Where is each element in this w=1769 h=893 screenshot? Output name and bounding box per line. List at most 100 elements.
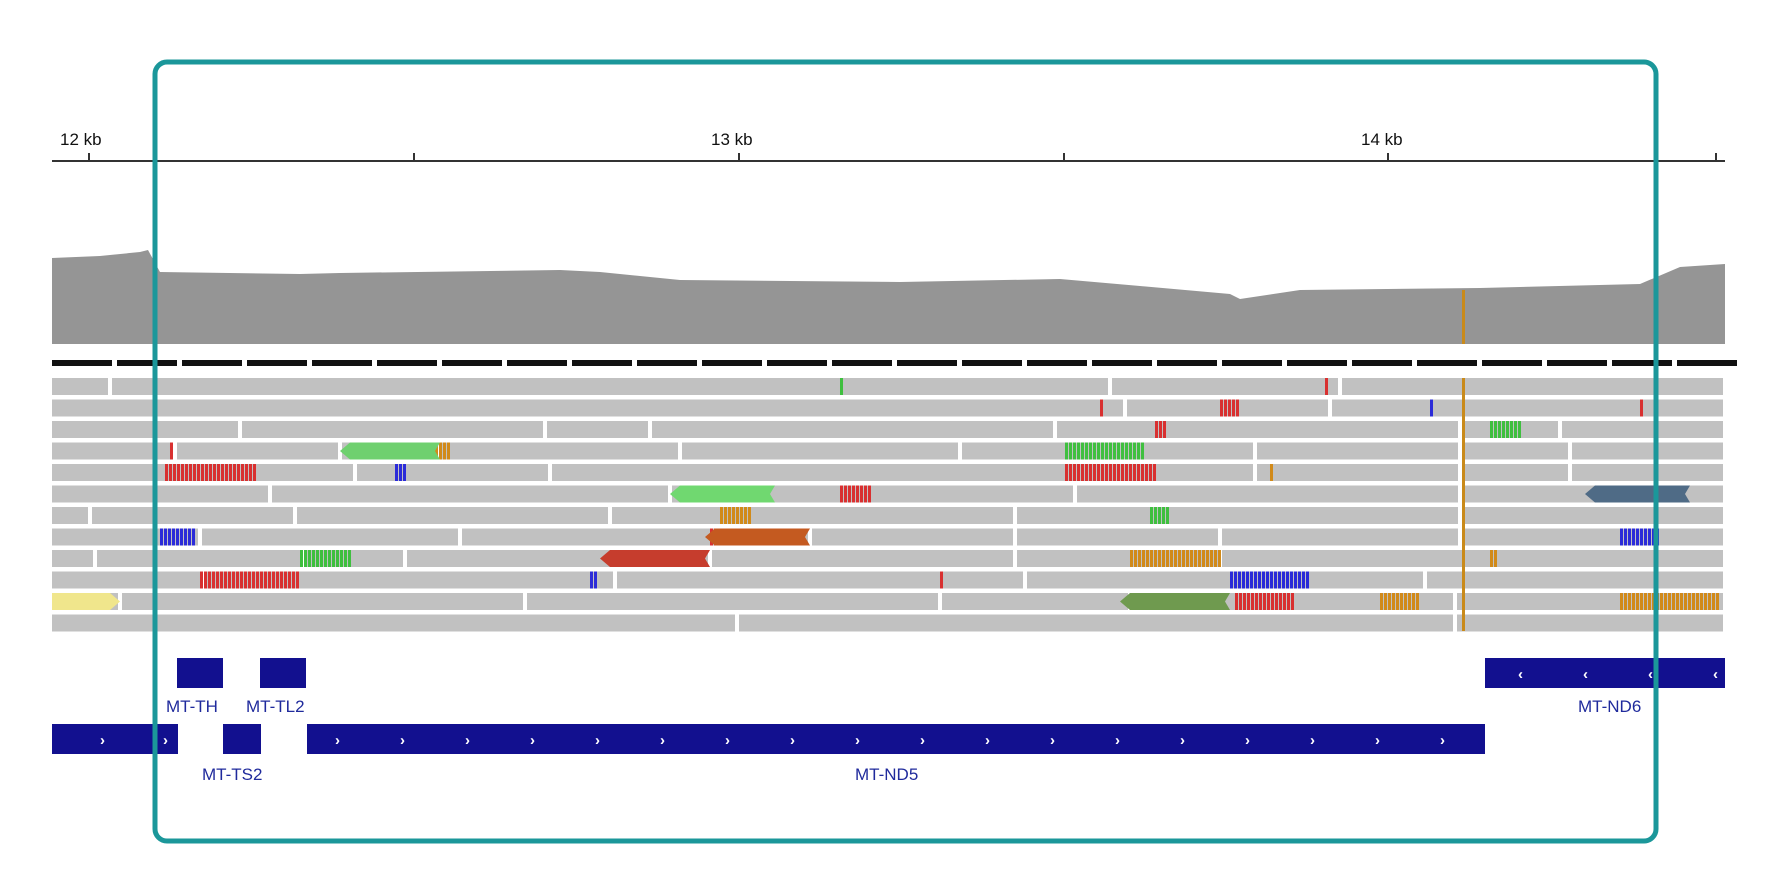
read[interactable] <box>97 550 303 567</box>
read[interactable] <box>1457 614 1723 632</box>
mismatch-mark <box>1392 593 1395 610</box>
gene-feature-mt-th[interactable] <box>177 658 223 688</box>
read[interactable] <box>1112 378 1338 395</box>
mismatch-mark <box>1182 550 1185 567</box>
clipped-read[interactable] <box>600 550 710 567</box>
clipped-read[interactable] <box>670 485 775 503</box>
chevron-right-icon: › <box>465 732 470 749</box>
mismatch-mark <box>268 571 271 589</box>
gene-feature-mt-nd6[interactable] <box>1485 658 1725 688</box>
clipped-read[interactable] <box>705 528 810 546</box>
read[interactable] <box>1462 442 1568 460</box>
mismatch-mark <box>1159 421 1162 438</box>
mismatch-mark <box>1228 399 1231 417</box>
clipped-read[interactable] <box>1120 593 1230 610</box>
clipped-read[interactable] <box>340 442 440 460</box>
mismatch-mark <box>1640 593 1643 610</box>
read[interactable] <box>1342 378 1723 395</box>
read[interactable] <box>527 593 938 610</box>
chevron-right-icon: › <box>1310 732 1315 749</box>
read[interactable] <box>52 442 173 460</box>
read[interactable] <box>1027 571 1423 589</box>
coverage-track[interactable] <box>52 250 1725 344</box>
read[interactable] <box>617 571 1023 589</box>
read[interactable] <box>52 614 735 632</box>
read[interactable] <box>1017 507 1458 524</box>
downsample-dash <box>832 360 892 366</box>
read[interactable] <box>1127 399 1328 417</box>
read[interactable] <box>652 421 1053 438</box>
mismatch-mark <box>208 571 211 589</box>
read[interactable] <box>942 593 1128 610</box>
mismatch-mark <box>1101 442 1104 460</box>
chevron-right-icon: › <box>1180 732 1185 749</box>
read[interactable] <box>52 571 203 589</box>
mismatch-mark <box>1266 571 1269 589</box>
read[interactable] <box>242 421 543 438</box>
mismatch-mark <box>252 571 255 589</box>
read[interactable] <box>812 528 1013 546</box>
downsample-dash <box>897 360 957 366</box>
read[interactable] <box>712 550 1013 567</box>
chevron-right-icon: › <box>335 732 340 749</box>
read[interactable] <box>1222 528 1458 546</box>
read[interactable] <box>357 464 548 481</box>
mismatch-mark <box>1178 550 1181 567</box>
read[interactable] <box>52 378 108 395</box>
read[interactable] <box>52 399 1123 417</box>
mismatch-mark <box>1238 571 1241 589</box>
mismatch-mark <box>344 550 347 567</box>
mismatch-mark <box>1672 593 1675 610</box>
clipped-read[interactable] <box>1585 485 1690 503</box>
read[interactable] <box>547 421 648 438</box>
read[interactable] <box>1257 464 1458 481</box>
read[interactable] <box>122 593 523 610</box>
read[interactable] <box>52 507 88 524</box>
read[interactable] <box>52 464 153 481</box>
read[interactable] <box>1427 571 1723 589</box>
mismatch-mark <box>1155 421 1158 438</box>
read[interactable] <box>112 378 1108 395</box>
read[interactable] <box>52 421 238 438</box>
read[interactable] <box>739 614 1453 632</box>
read[interactable] <box>1462 528 1723 546</box>
read[interactable] <box>297 507 608 524</box>
chevron-right-icon: › <box>400 732 405 749</box>
gene-feature-upstream[interactable] <box>52 724 178 754</box>
gene-track[interactable]: ‹ ‹ ‹ ‹ MT-TH MT-TL2 MT-ND6 › › › › › › › › › › › › › › ›… <box>52 658 1725 784</box>
read[interactable] <box>682 442 958 460</box>
read[interactable] <box>177 442 338 460</box>
read[interactable] <box>1562 421 1723 438</box>
chevron-right-icon: › <box>100 732 105 749</box>
read[interactable] <box>272 485 668 503</box>
read[interactable] <box>1222 550 1723 567</box>
read[interactable] <box>1457 593 1723 610</box>
read[interactable] <box>1332 399 1723 417</box>
read[interactable] <box>612 507 1013 524</box>
mismatch-mark <box>1636 528 1639 546</box>
read[interactable] <box>442 442 678 460</box>
gene-feature-mt-ts2[interactable] <box>223 724 261 754</box>
read[interactable] <box>1462 464 1568 481</box>
gene-feature-mt-tl2[interactable] <box>260 658 306 688</box>
gene-feature-mt-nd5[interactable] <box>307 724 1485 754</box>
mismatch-mark <box>1150 550 1153 567</box>
read[interactable] <box>1462 507 1723 524</box>
chevron-right-icon: › <box>595 732 600 749</box>
read[interactable] <box>1017 528 1218 546</box>
clipped-read[interactable] <box>52 593 120 610</box>
alignment-track[interactable] <box>52 378 1723 632</box>
read[interactable] <box>52 485 268 503</box>
read[interactable] <box>52 550 93 567</box>
read[interactable] <box>1057 421 1458 438</box>
read[interactable] <box>207 571 613 589</box>
read[interactable] <box>1077 485 1458 503</box>
read[interactable] <box>1257 442 1458 460</box>
read[interactable] <box>202 528 458 546</box>
read[interactable] <box>1572 464 1723 481</box>
read[interactable] <box>1572 442 1723 460</box>
mismatch-mark <box>232 571 235 589</box>
read[interactable] <box>92 507 293 524</box>
mismatch-mark <box>170 442 173 460</box>
